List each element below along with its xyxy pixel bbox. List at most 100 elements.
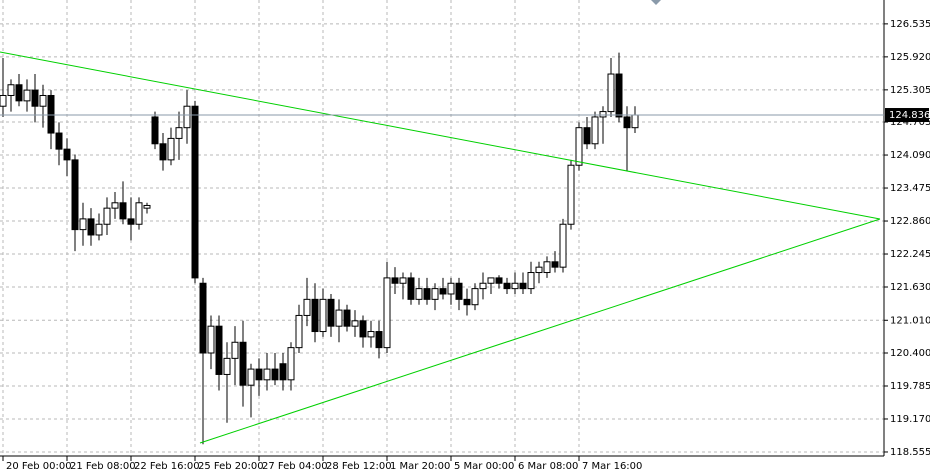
candle-body [295,314,303,349]
candle-body [311,298,319,333]
candle-body [15,84,23,102]
candle-body [0,94,7,107]
candle-body [79,218,87,231]
candle-body [375,331,383,349]
trendline [199,218,881,444]
candle-body [239,341,247,386]
candle-body [463,298,471,306]
x-tick-label: 22 Feb 16:00 [134,461,200,472]
candle-body [231,341,239,359]
candle-body [319,298,327,333]
candle-body [415,288,423,300]
y-tick-label: 126.535 [890,19,930,30]
candle-body [519,282,527,290]
candle-body [207,325,215,354]
candle-body [143,204,151,209]
x-tick-label: 20 Feb 00:00 [6,461,72,472]
candle-body [447,282,455,295]
candle-body [327,298,335,327]
y-tick-label: 119.785 [890,381,930,392]
axes-labels: 118.555 119.170 119.785 120.400 121.010 121.6… [0,19,930,472]
candle-body [255,368,263,381]
candle-body [487,277,495,284]
x-tick-label: 27 Feb 04:00 [262,461,328,472]
candle-body [111,202,119,209]
candle-body [575,127,583,166]
y-tick-label: 125.920 [890,52,930,63]
x-tick-label: 7 Mar 16:00 [582,461,642,472]
candle-body [103,207,111,225]
candle-body [551,261,559,268]
candle-body [535,266,543,274]
candle-body [543,261,551,274]
candle-body [199,282,207,354]
candle-body [623,116,631,129]
candle-body [55,132,63,150]
candle-body [167,137,175,161]
candle-body [175,127,183,139]
y-tick-label: 121.010 [890,315,930,326]
candle-body [135,202,143,225]
x-tick-label: 21 Feb 08:00 [70,461,136,472]
candles [0,52,639,445]
candle-body [159,143,167,161]
x-tick-label: 25 Feb 20:00 [198,461,264,472]
candle-body [287,347,295,381]
candle-body [471,288,479,306]
candle-body [399,277,407,284]
shift-marker [651,0,661,5]
y-tick-label: 124.090 [890,150,930,161]
candle-body [511,282,519,290]
candle-body [151,116,159,145]
x-tick-label: 5 Mar 00:00 [454,461,514,472]
candle-body [631,114,639,129]
candle-body [247,368,255,386]
candle-body [391,277,399,284]
candle-body [223,357,231,375]
y-tick-label: 125.305 [890,85,930,96]
candle-body [63,148,71,161]
candle-body [71,159,79,231]
x-tick-label: 1 Mar 20:00 [390,461,450,472]
last-price-label: 124.836 [889,110,930,121]
candle-body [495,277,503,284]
candle-body [215,325,223,375]
x-tick-label: 6 Mar 08:00 [518,461,578,472]
x-tick-label: 28 Feb 12:00 [326,461,392,472]
candle-body [591,116,599,145]
candle-body [423,288,431,300]
candle-body [383,277,391,349]
candle-body [119,202,127,220]
candle-body [7,84,15,96]
candle-body [439,288,447,295]
candle-body [39,94,47,107]
last-price-box [885,108,929,123]
candle-body [183,105,191,129]
y-tick-label: 124.705 [890,117,930,128]
y-tick-label: 119.170 [890,414,930,425]
y-tick-label: 121.630 [890,282,930,293]
y-tick-label: 122.245 [890,249,930,260]
candle-body [431,288,439,300]
y-tick-label: 120.400 [890,348,930,359]
y-tick-label: 122.860 [890,216,930,227]
candle-body [559,223,567,268]
candle-body [335,309,343,327]
candle-body [87,218,95,236]
trendline [0,51,881,220]
candle-body [567,164,575,225]
y-tick-label: 123.475 [890,183,930,194]
candle-body [127,218,135,225]
candle-body [503,282,511,290]
candle-body [271,368,279,381]
candle-body [263,368,271,381]
candle-body [599,111,607,118]
candle-body [527,272,535,290]
candle-body [343,309,351,327]
candle-body [303,298,311,316]
candle-body [47,94,55,134]
candle-body [351,320,359,327]
candle-body [607,73,615,113]
